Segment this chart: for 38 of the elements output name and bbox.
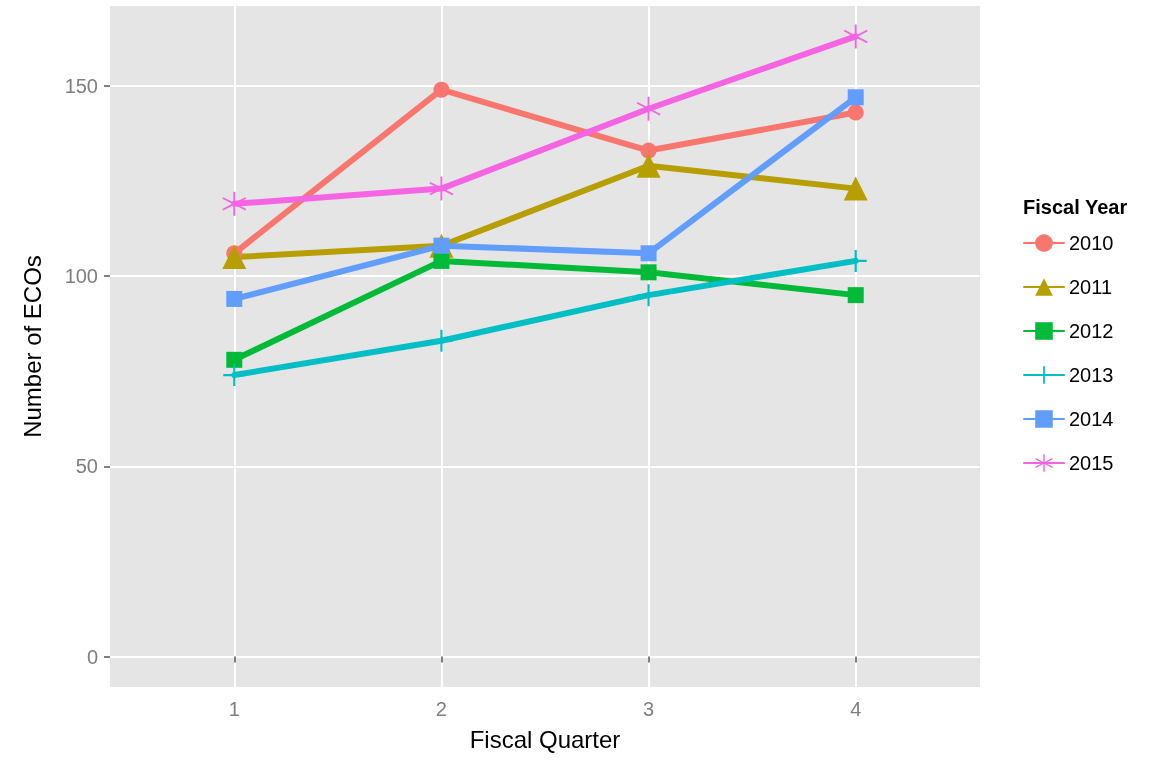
- x-tick-label: 1: [228, 698, 240, 720]
- point: [226, 290, 243, 307]
- point: [223, 364, 246, 387]
- y-tick-label: 0: [86, 645, 98, 668]
- legend-label: 2012: [1069, 320, 1114, 342]
- point: [433, 252, 450, 269]
- legend-label: 2014: [1069, 408, 1114, 430]
- point: [433, 81, 450, 98]
- legend-label: 2013: [1069, 364, 1114, 386]
- point: [847, 104, 864, 121]
- point: [636, 96, 661, 121]
- point: [222, 245, 247, 270]
- point: [640, 264, 657, 281]
- legend-label: 2015: [1069, 452, 1114, 474]
- x-tick-label: 2: [435, 698, 447, 720]
- legend-title: Fiscal Year: [1023, 196, 1128, 218]
- point: [640, 142, 657, 159]
- point: [637, 284, 660, 307]
- x-tick-label: 4: [850, 698, 862, 720]
- point: [222, 191, 247, 216]
- legend-label: 2011: [1069, 276, 1113, 298]
- point: [847, 89, 864, 106]
- y-axis-title: Number of ECOs: [18, 255, 46, 438]
- x-tick-label: 3: [643, 698, 655, 720]
- point: [843, 176, 868, 201]
- y-tick-label: 150: [64, 74, 98, 97]
- x-axis-title: Fiscal Quarter: [469, 725, 621, 753]
- y-tick-label: 50: [75, 455, 98, 478]
- point: [847, 287, 864, 304]
- legend-label: 2010: [1069, 232, 1114, 254]
- y-tick-label: 100: [64, 265, 98, 288]
- point: [429, 176, 454, 201]
- point: [430, 329, 453, 352]
- point: [640, 245, 657, 262]
- point: [843, 24, 868, 49]
- point: [844, 249, 867, 272]
- point: [636, 153, 661, 178]
- point: [226, 351, 243, 368]
